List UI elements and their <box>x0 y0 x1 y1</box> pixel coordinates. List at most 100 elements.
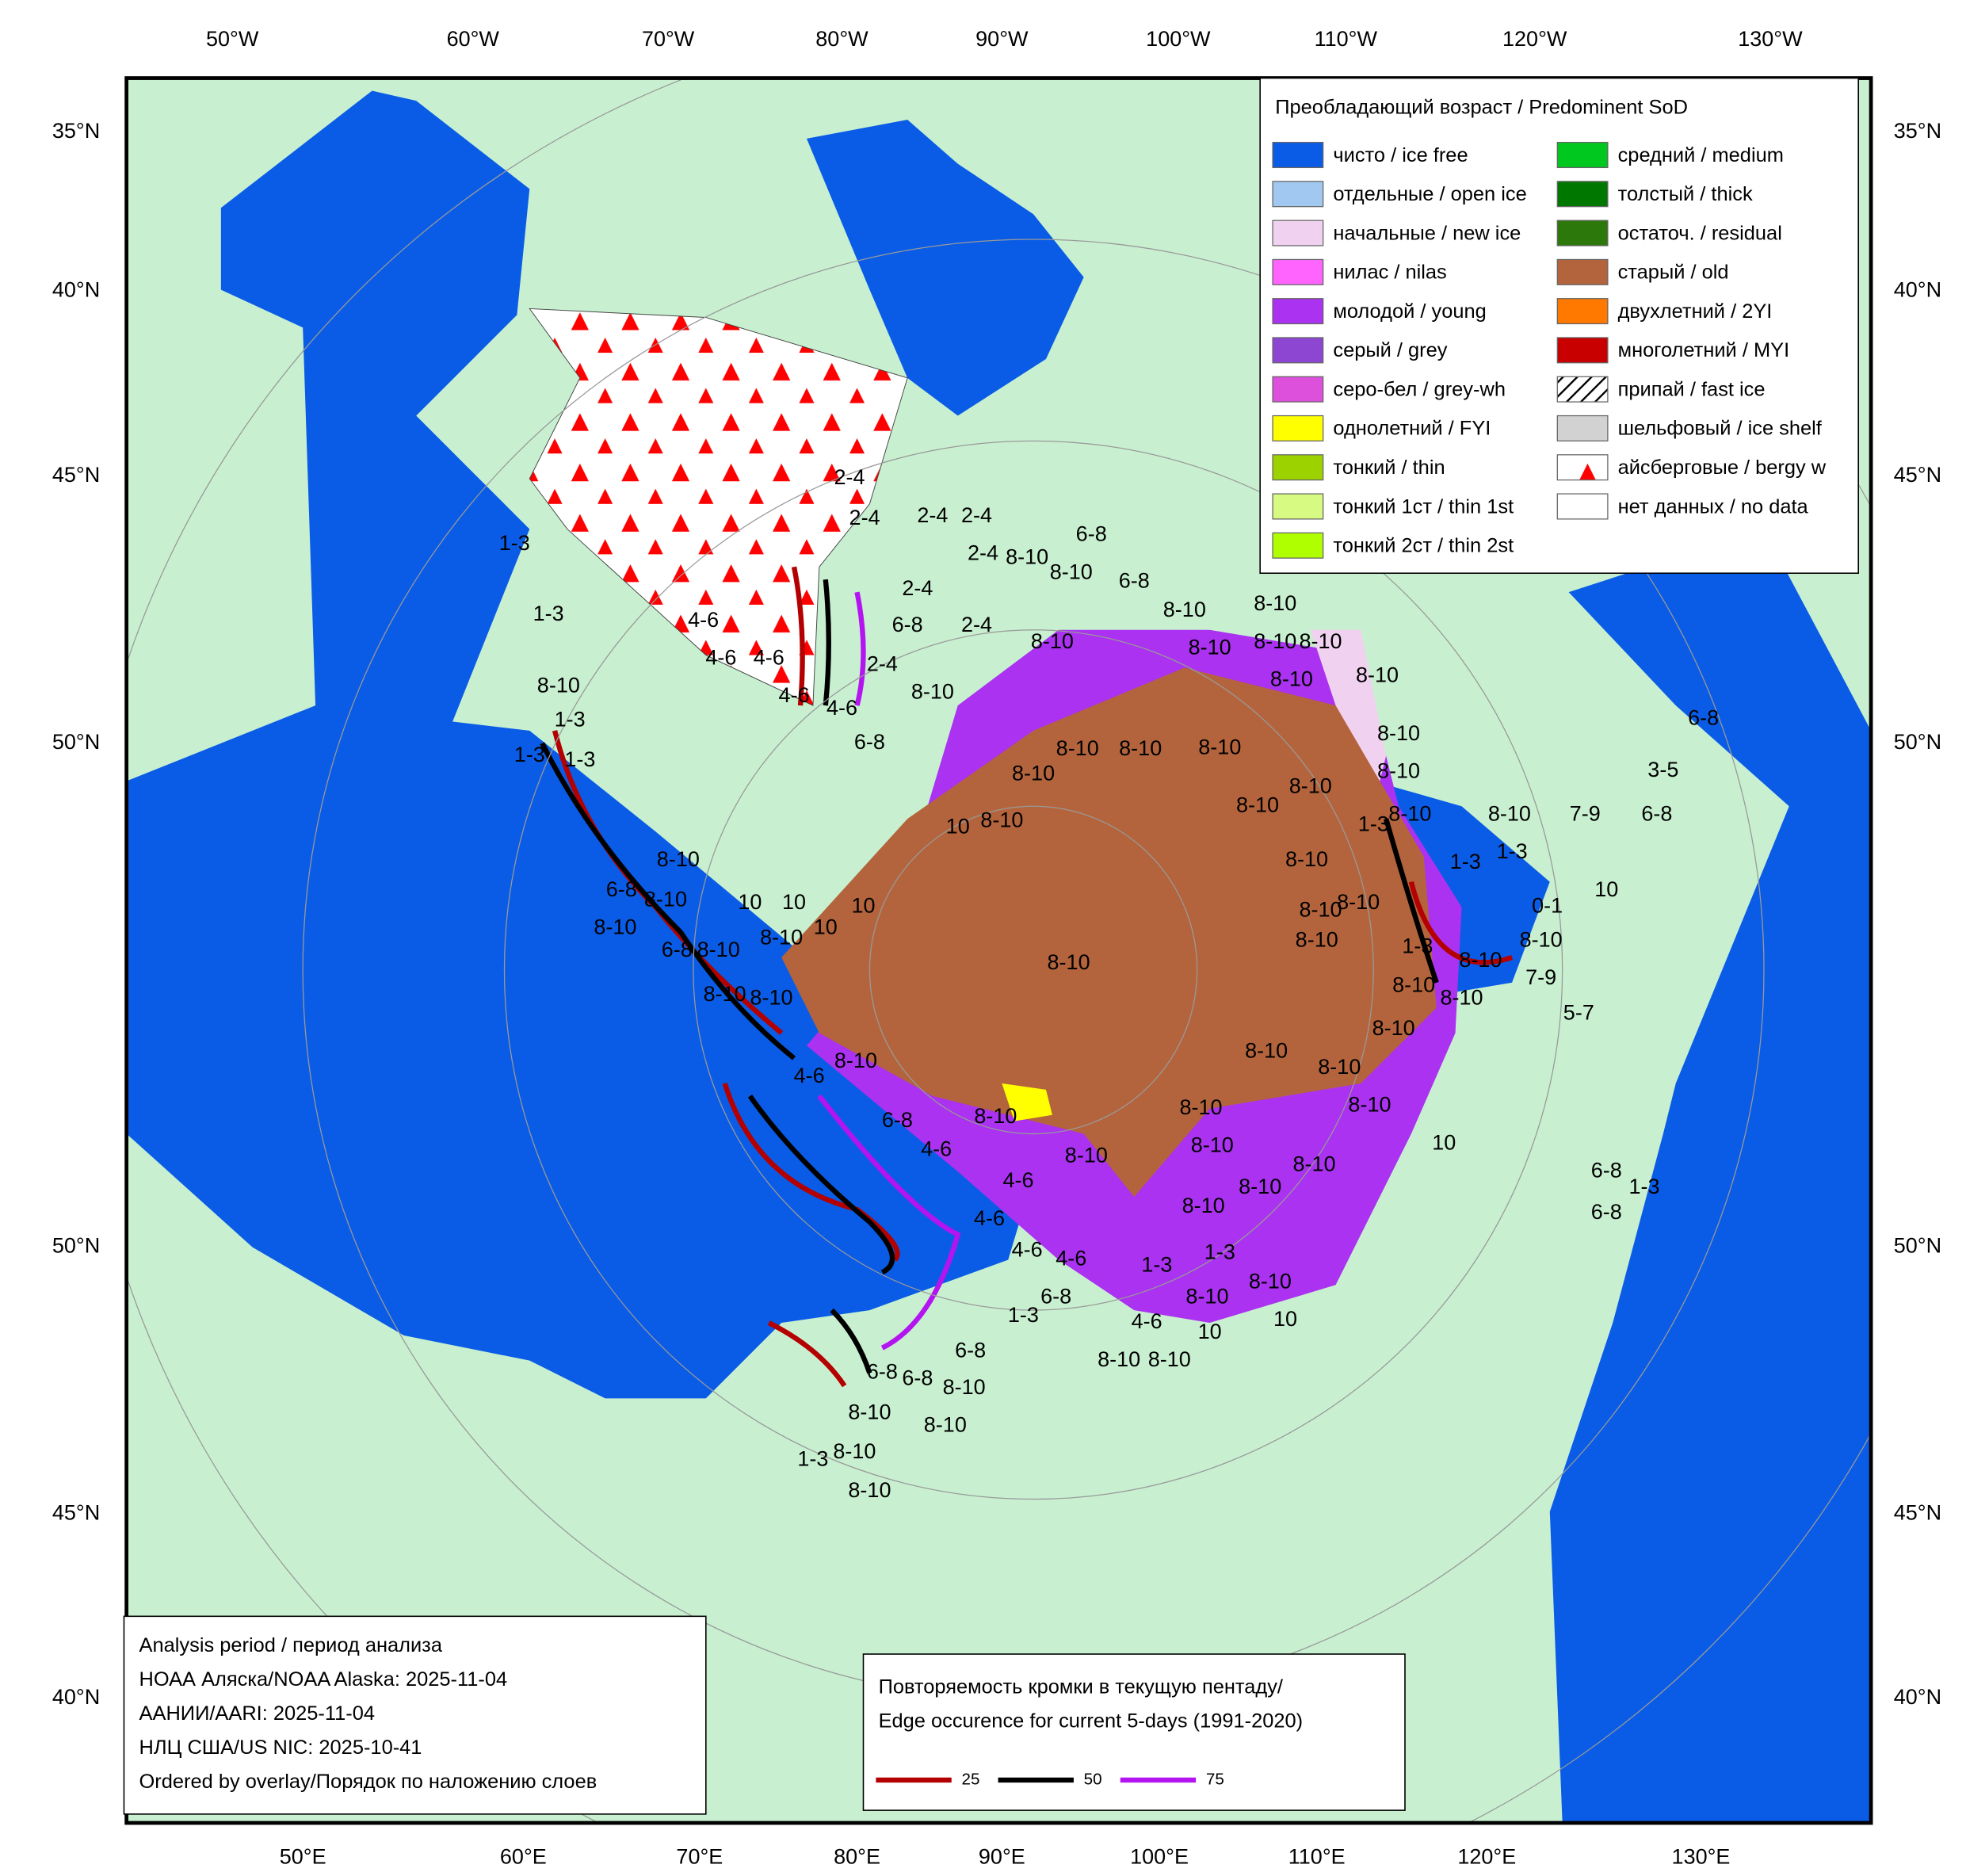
legend-swatch <box>1556 220 1609 246</box>
lon-label: 110°E <box>1288 1845 1346 1869</box>
ice-label: 8-10 <box>1189 636 1231 659</box>
ice-label: 8-10 <box>1285 847 1328 871</box>
lon-label: 70°W <box>642 27 695 51</box>
analysis-box: Analysis period / период анализа НОАА Аля… <box>123 1615 707 1815</box>
lat-label: 50°N <box>52 1234 100 1258</box>
ice-label: 6-8 <box>1076 522 1107 546</box>
ice-label: 2-4 <box>961 503 992 527</box>
ice-label: 1-3 <box>555 707 586 731</box>
ice-label: 4-6 <box>794 1064 825 1087</box>
lat-label: 50°N <box>52 730 100 754</box>
lon-label: 50°E <box>280 1845 326 1869</box>
ice-label: 8-10 <box>1356 663 1399 687</box>
ice-label: 8-10 <box>1236 793 1279 816</box>
ice-label: 4-6 <box>826 696 857 720</box>
ice-label: 8-10 <box>1012 762 1055 785</box>
ice-label: 4-6 <box>705 645 736 669</box>
ice-label: 8-10 <box>1459 948 1502 972</box>
legend-label: отдельные / open ice <box>1333 183 1526 205</box>
ice-label: 2-4 <box>902 576 933 600</box>
ice-label: 6-8 <box>955 1339 986 1362</box>
ice-label: 4-6 <box>754 645 784 669</box>
ice-label: 10 <box>1594 877 1618 901</box>
ice-label: 8-10 <box>1293 1152 1336 1175</box>
ice-label: 8-10 <box>980 808 1023 831</box>
ice-label: 6-8 <box>1591 1158 1622 1182</box>
ice-label: 2-4 <box>834 465 865 489</box>
ice-label: 1-3 <box>533 602 564 625</box>
ice-label: 1-3 <box>1497 839 1528 863</box>
ice-label: 1-3 <box>514 743 545 766</box>
lon-label: 120°E <box>1457 1845 1516 1869</box>
ice-label: 8-10 <box>1296 927 1338 951</box>
legend-swatch <box>1556 258 1609 285</box>
lon-label: 70°E <box>676 1845 723 1869</box>
ice-label: 8-10 <box>1098 1347 1140 1371</box>
legend-label: тонкий / thin <box>1333 457 1445 479</box>
lat-label: 40°N <box>52 1685 100 1709</box>
ice-label: 8-10 <box>644 888 687 911</box>
ice-label: 7-9 <box>1525 965 1556 989</box>
lon-label: 60°W <box>447 27 500 51</box>
legend-label: многолетний / MYI <box>1618 339 1790 361</box>
analysis-line: ААНИИ/AARI: 2025-11-04 <box>139 1702 376 1725</box>
ice-label: 8-10 <box>1270 667 1313 690</box>
ice-label: 1-3 <box>564 747 595 771</box>
legend-swatch <box>1556 376 1609 403</box>
ice-label: 6-8 <box>902 1366 933 1390</box>
ice-label: 8-10 <box>1239 1175 1281 1198</box>
ice-label: 8-10 <box>1254 591 1296 615</box>
ice-label: 8-10 <box>1377 759 1420 783</box>
lat-label: 50°N <box>1894 1234 1941 1258</box>
legend-label: двухлетний / 2YI <box>1618 300 1773 323</box>
lat-label: 40°N <box>1894 277 1941 301</box>
ice-label: 6-8 <box>1040 1284 1071 1308</box>
edge-label: 75 <box>1206 1770 1224 1788</box>
lon-label: 50°W <box>206 27 259 51</box>
ice-label: 4-6 <box>1132 1309 1162 1333</box>
ice-label: 8-10 <box>1191 1133 1234 1157</box>
legend-swatch <box>1272 337 1324 364</box>
ice-label: 8-10 <box>1148 1347 1191 1371</box>
ice-label: 4-6 <box>974 1206 1005 1230</box>
legend-swatch <box>1556 298 1609 325</box>
legend-swatch <box>1556 337 1609 364</box>
ice-label: 8-10 <box>1163 598 1206 621</box>
legend-swatch <box>1556 493 1609 520</box>
edge-legend: Повторяемость кромки в текущую пентаду/ … <box>862 1653 1406 1811</box>
ice-label: 8-10 <box>1318 1055 1361 1079</box>
ice-label: 8-10 <box>1006 544 1048 568</box>
legend-swatch <box>1272 376 1324 403</box>
legend-label: припай / fast ice <box>1618 378 1766 400</box>
lat-label: 40°N <box>1894 1685 1941 1709</box>
analysis-line: НЛЦ США/US NIC: 2025-10-41 <box>139 1737 422 1759</box>
ice-label: 8-10 <box>1520 927 1563 951</box>
lat-label: 45°N <box>52 463 100 487</box>
ice-label: 8-10 <box>1289 774 1332 798</box>
ice-label: 8-10 <box>1372 1016 1415 1040</box>
ice-label: 8-10 <box>833 1439 876 1463</box>
legend-label: толстый / thick <box>1618 183 1753 205</box>
ice-label: 8-10 <box>1050 560 1093 583</box>
ice-label: 8-10 <box>537 673 580 697</box>
legend-swatch <box>1272 493 1324 520</box>
ice-label: 8-10 <box>594 915 636 939</box>
ice-label: 8-10 <box>1377 721 1420 745</box>
legend-swatch <box>1272 258 1324 285</box>
ice-label: 0-1 <box>1532 894 1563 918</box>
ice-label: 2-4 <box>917 503 948 527</box>
ice-label: 8-10 <box>1182 1194 1225 1217</box>
ice-label: 6-8 <box>1591 1200 1622 1224</box>
ice-label: 3-5 <box>1647 758 1678 781</box>
ice-label: 6-8 <box>867 1360 898 1384</box>
ice-label: 8-10 <box>1337 890 1380 914</box>
ice-label: 8-10 <box>1185 1284 1228 1308</box>
ice-label: 8-10 <box>1065 1143 1108 1167</box>
ice-label: 6-8 <box>1119 568 1150 592</box>
ice-label: 6-8 <box>606 877 637 901</box>
analysis-line: НОАА Аляска/NOAA Alaska: 2025-11-04 <box>139 1668 508 1691</box>
edge-label: 25 <box>961 1770 979 1788</box>
ice-label: 6-8 <box>662 938 693 961</box>
legend-label: нет данных / no data <box>1618 495 1809 518</box>
legend-swatch <box>1556 141 1609 169</box>
